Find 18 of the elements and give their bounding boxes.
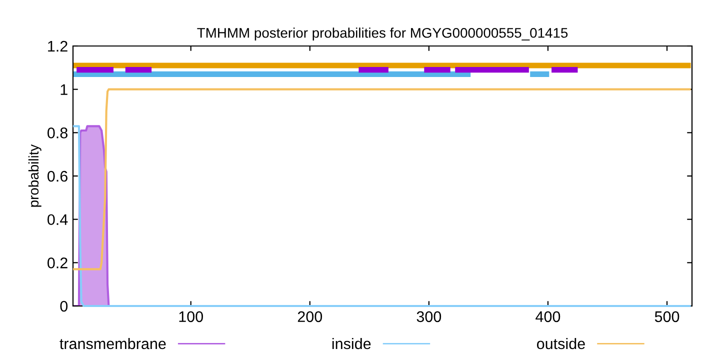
y-tick-label: 0 (60, 300, 68, 312)
y-tick-label: 1 (60, 84, 68, 95)
chart-title: TMHMM posterior probabilities for MGYG000000555_01415 (197, 28, 568, 41)
y-tick-label: 0.4 (48, 214, 68, 226)
legend-label: inside (332, 338, 371, 350)
x-tick-label: 200 (298, 311, 322, 322)
x-tick-label: 300 (416, 311, 442, 322)
legend-label: outside (536, 338, 585, 350)
y-tick-label: 0.2 (48, 258, 68, 268)
y-tick-label: 0.6 (48, 170, 68, 182)
x-tick-label: 400 (536, 311, 560, 322)
x-tick-label: 500 (654, 311, 680, 322)
line-series (72, 88, 692, 270)
legend-label: transmembrane (60, 338, 166, 350)
y-tick-label: 1.2 (48, 40, 68, 52)
y-tick-label: 0.8 (48, 128, 68, 138)
y-axis-title: probability (28, 144, 42, 207)
x-tick-label: 100 (179, 311, 203, 322)
